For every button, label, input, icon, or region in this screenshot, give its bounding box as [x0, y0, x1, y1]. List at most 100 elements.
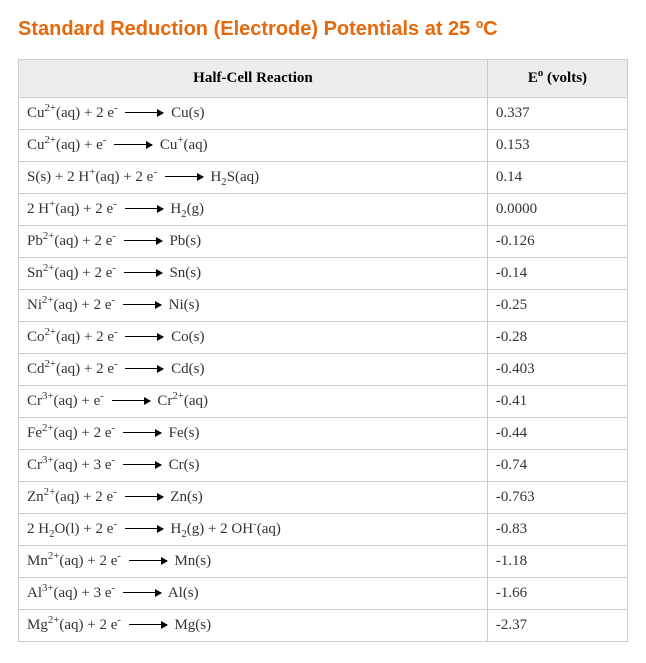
reaction-arrow-icon — [124, 240, 162, 241]
reaction-rhs: Mn(s) — [174, 553, 211, 569]
potential-cell: 0.153 — [487, 130, 627, 162]
table-row: Cu2+(aq) + e- Cu+(aq)0.153 — [19, 130, 628, 162]
reaction-lhs: Mg2+(aq) + 2 e- — [27, 617, 121, 633]
table-row: Ni2+(aq) + 2 e- Ni(s) -0.25 — [19, 290, 628, 322]
reaction-rhs: Pb(s) — [169, 233, 201, 249]
potential-cell: -1.66 — [487, 578, 627, 610]
reaction-cell: Cu2+(aq) + 2 e- Cu(s) — [19, 98, 488, 130]
col-header-reaction: Half-Cell Reaction — [19, 60, 488, 98]
reaction-arrow-icon — [125, 496, 163, 497]
reaction-rhs: Ni(s) — [169, 297, 200, 313]
reaction-lhs: Al3+(aq) + 3 e- — [27, 585, 115, 601]
reaction-lhs: 2 H2O(l) + 2 e- — [27, 521, 117, 537]
reaction-lhs: Pb2+(aq) + 2 e- — [27, 233, 116, 249]
reaction-cell: S(s) + 2 H+(aq) + 2 e- H2S(aq) — [19, 162, 488, 194]
potential-cell: 0.14 — [487, 162, 627, 194]
reaction-lhs: Ni2+(aq) + 2 e- — [27, 297, 115, 313]
reaction-cell: 2 H+(aq) + 2 e- H2(g) — [19, 194, 488, 226]
potential-cell: -0.763 — [487, 482, 627, 514]
reaction-rhs: Cr2+(aq) — [157, 393, 208, 409]
reaction-arrow-icon — [123, 432, 161, 433]
reaction-lhs: Cr3+(aq) + 3 e- — [27, 457, 115, 473]
table-row: Cu2+(aq) + 2 e- Cu(s)0.337 — [19, 98, 628, 130]
reaction-cell: Cr3+(aq) + 3 e- Cr(s) — [19, 450, 488, 482]
table-row: Mn2+(aq) + 2 e- Mn(s)-1.18 — [19, 546, 628, 578]
reaction-arrow-icon — [114, 144, 152, 145]
reaction-rhs: Cr(s) — [169, 457, 200, 473]
reaction-cell: Sn2+(aq) + 2 e- Sn(s) — [19, 258, 488, 290]
reaction-arrow-icon — [129, 560, 167, 561]
table-row: Cr3+(aq) + 3 e- Cr(s)-0.74 — [19, 450, 628, 482]
reaction-cell: Fe2+(aq) + 2 e- Fe(s) — [19, 418, 488, 450]
reaction-lhs: Mn2+(aq) + 2 e- — [27, 553, 121, 569]
reaction-lhs: Sn2+(aq) + 2 e- — [27, 265, 116, 281]
reaction-cell: Pb2+(aq) + 2 e- Pb(s) — [19, 226, 488, 258]
reaction-arrow-icon — [125, 368, 163, 369]
reaction-cell: Co2+(aq) + 2 e- Co(s) — [19, 322, 488, 354]
reaction-cell: Mn2+(aq) + 2 e- Mn(s) — [19, 546, 488, 578]
reaction-rhs: H2(g) + 2 OH-(aq) — [170, 521, 280, 537]
reaction-arrow-icon — [165, 176, 203, 177]
table-row: 2 H+(aq) + 2 e- H2(g)0.0000 — [19, 194, 628, 226]
reaction-rhs: Mg(s) — [174, 617, 211, 633]
potential-cell: -0.41 — [487, 386, 627, 418]
table-row: Sn2+(aq) + 2 e- Sn(s)-0.14 — [19, 258, 628, 290]
reaction-arrow-icon — [125, 528, 163, 529]
reaction-rhs: Sn(s) — [169, 265, 201, 281]
reaction-rhs: Zn(s) — [170, 489, 203, 505]
reaction-rhs: Cd(s) — [171, 361, 204, 377]
reaction-lhs: Cr3+(aq) + e- — [27, 393, 104, 409]
reaction-lhs: Zn2+(aq) + 2 e- — [27, 489, 117, 505]
table-row: Cr3+(aq) + e- Cr2+(aq) -0.41 — [19, 386, 628, 418]
page-title: Standard Reduction (Electrode) Potential… — [18, 18, 628, 41]
reaction-cell: Mg2+(aq) + 2 e- Mg(s) — [19, 610, 488, 642]
potential-cell: -1.18 — [487, 546, 627, 578]
table-row: Fe2+(aq) + 2 e- Fe(s)-0.44 — [19, 418, 628, 450]
reaction-rhs: Cu(s) — [171, 105, 204, 121]
table-row: Co2+(aq) + 2 e- Co(s)-0.28 — [19, 322, 628, 354]
reaction-arrow-icon — [125, 336, 163, 337]
table-row: Cd2+(aq) + 2 e- Cd(s)-0.403 — [19, 354, 628, 386]
reaction-arrow-icon — [129, 624, 167, 625]
reaction-cell: Zn2+(aq) + 2 e- Zn(s) — [19, 482, 488, 514]
reaction-arrow-icon — [123, 592, 161, 593]
potential-cell: 0.0000 — [487, 194, 627, 226]
reaction-rhs: Co(s) — [171, 329, 204, 345]
potential-cell: -0.403 — [487, 354, 627, 386]
table-row: 2 H2O(l) + 2 e- H2(g) + 2 OH-(aq)-0.83 — [19, 514, 628, 546]
table-row: Zn2+(aq) + 2 e- Zn(s)-0.763 — [19, 482, 628, 514]
potential-cell: -0.14 — [487, 258, 627, 290]
reaction-cell: Cu2+(aq) + e- Cu+(aq) — [19, 130, 488, 162]
reaction-cell: Al3+(aq) + 3 e- Al(s) — [19, 578, 488, 610]
reaction-lhs: S(s) + 2 H+(aq) + 2 e- — [27, 169, 157, 185]
reaction-cell: Cd2+(aq) + 2 e- Cd(s) — [19, 354, 488, 386]
reaction-lhs: Cu2+(aq) + 2 e- — [27, 105, 118, 121]
potential-cell: -2.37 — [487, 610, 627, 642]
reaction-rhs: H2S(aq) — [210, 169, 259, 185]
reaction-rhs: Fe(s) — [169, 425, 200, 441]
reaction-arrow-icon — [123, 304, 161, 305]
reaction-lhs: Co2+(aq) + 2 e- — [27, 329, 118, 345]
reaction-rhs: Cu+(aq) — [160, 137, 208, 153]
table-row: Mg2+(aq) + 2 e- Mg(s)-2.37 — [19, 610, 628, 642]
reaction-arrow-icon — [124, 272, 162, 273]
reaction-arrow-icon — [112, 400, 150, 401]
potential-cell: -0.74 — [487, 450, 627, 482]
reaction-lhs: Cd2+(aq) + 2 e- — [27, 361, 118, 377]
reaction-cell: 2 H2O(l) + 2 e- H2(g) + 2 OH-(aq) — [19, 514, 488, 546]
table-header-row: Half-Cell Reaction Eo (volts) — [19, 60, 628, 98]
potential-cell: -0.28 — [487, 322, 627, 354]
potential-cell: -0.25 — [487, 290, 627, 322]
col-header-potential: Eo (volts) — [487, 60, 627, 98]
table-row: S(s) + 2 H+(aq) + 2 e- H2S(aq)0.14 — [19, 162, 628, 194]
potential-cell: -0.83 — [487, 514, 627, 546]
potential-cell: -0.44 — [487, 418, 627, 450]
reaction-arrow-icon — [123, 464, 161, 465]
reaction-arrow-icon — [125, 112, 163, 113]
potential-cell: -0.126 — [487, 226, 627, 258]
reaction-lhs: 2 H+(aq) + 2 e- — [27, 201, 117, 217]
reaction-lhs: Cu2+(aq) + e- — [27, 137, 106, 153]
reduction-potentials-table: Half-Cell Reaction Eo (volts) Cu2+(aq) +… — [18, 59, 628, 642]
potential-cell: 0.337 — [487, 98, 627, 130]
table-row: Pb2+(aq) + 2 e- Pb(s)-0.126 — [19, 226, 628, 258]
